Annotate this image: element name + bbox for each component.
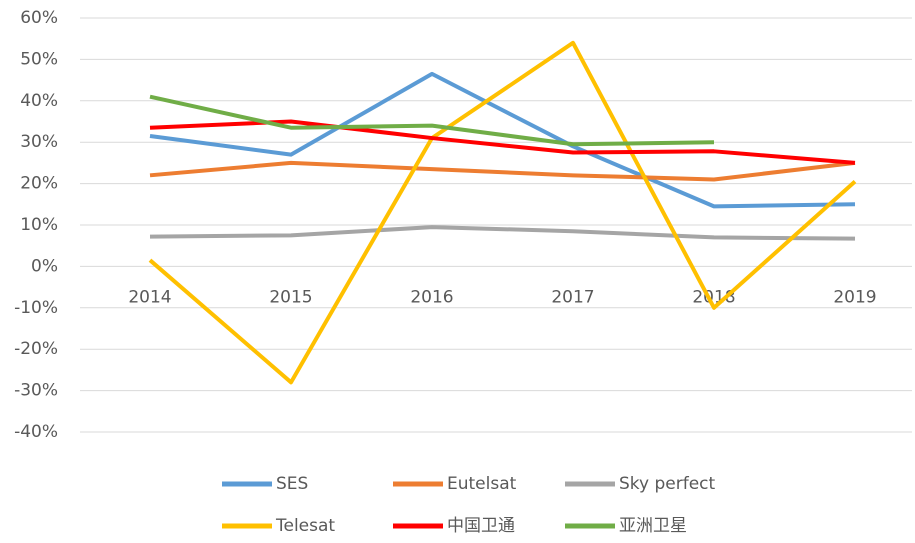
y-tick-label: 0% — [31, 256, 58, 276]
y-tick-label: 50% — [20, 49, 58, 69]
y-tick-label: 30% — [20, 132, 58, 152]
y-tick-label: 40% — [20, 91, 58, 111]
legend-label: 亚洲卫星 — [619, 516, 687, 536]
legend-label: Eutelsat — [447, 474, 517, 494]
y-tick-label: 60% — [20, 8, 58, 28]
y-tick-label: -40% — [14, 422, 58, 442]
series-line — [149, 160, 856, 182]
y-tick-label: -10% — [14, 298, 58, 318]
legend-label: Telesat — [275, 516, 335, 536]
legend-label: SES — [276, 474, 308, 494]
x-tick-label: 2015 — [269, 287, 312, 307]
x-tick-label: 2014 — [128, 287, 171, 307]
legend-label: 中国卫通 — [447, 516, 515, 536]
y-tick-label: -20% — [14, 339, 58, 359]
x-tick-label: 2016 — [410, 287, 453, 307]
legend-label: Sky perfect — [619, 474, 716, 494]
x-tick-label: 2017 — [551, 287, 594, 307]
series-line — [149, 94, 715, 147]
y-tick-label: 10% — [20, 215, 58, 235]
series-line — [149, 225, 856, 241]
series-line — [149, 71, 856, 209]
series-line — [148, 40, 857, 385]
y-tick-label: 20% — [20, 174, 58, 194]
y-tick-label: -30% — [14, 381, 58, 401]
x-tick-label: 2018 — [692, 287, 735, 307]
x-tick-label: 2019 — [833, 287, 876, 307]
